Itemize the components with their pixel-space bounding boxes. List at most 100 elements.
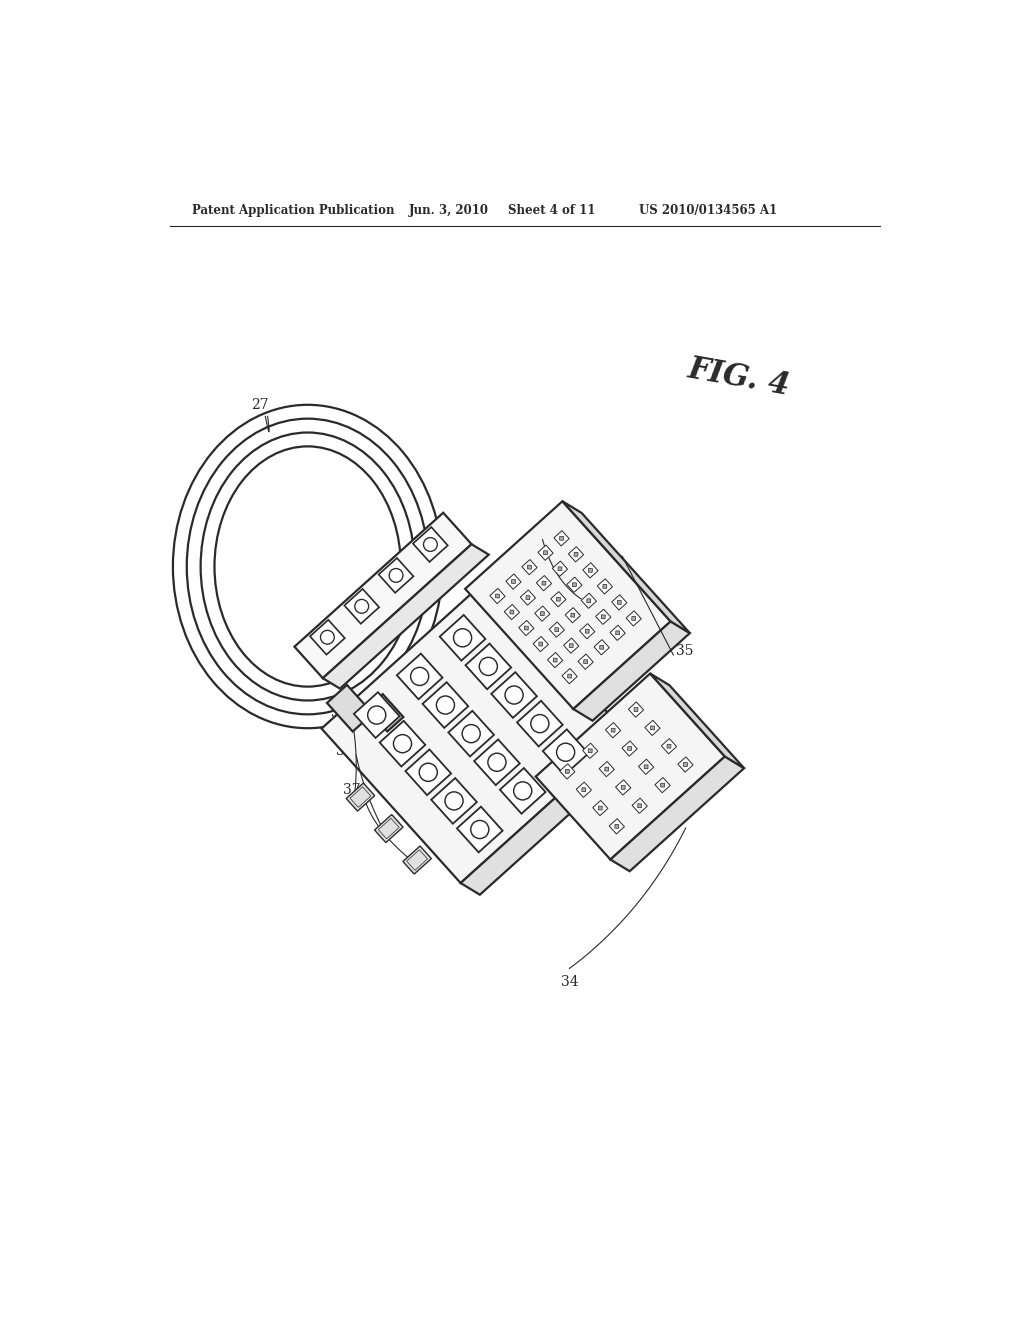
Polygon shape <box>597 578 612 594</box>
Polygon shape <box>542 581 546 585</box>
Polygon shape <box>379 558 414 593</box>
Polygon shape <box>397 653 442 700</box>
Polygon shape <box>465 502 671 709</box>
Polygon shape <box>406 750 452 795</box>
Polygon shape <box>380 721 425 767</box>
Polygon shape <box>617 601 622 605</box>
Polygon shape <box>500 768 546 813</box>
Polygon shape <box>569 644 573 648</box>
Polygon shape <box>346 783 375 810</box>
Polygon shape <box>667 744 671 748</box>
Polygon shape <box>544 550 548 554</box>
Polygon shape <box>539 642 543 645</box>
Polygon shape <box>558 566 562 570</box>
Polygon shape <box>570 614 574 618</box>
Polygon shape <box>600 645 604 649</box>
Polygon shape <box>587 599 591 603</box>
Polygon shape <box>632 616 636 620</box>
Polygon shape <box>615 780 631 795</box>
Polygon shape <box>402 846 431 874</box>
Polygon shape <box>578 655 593 669</box>
Polygon shape <box>572 582 577 587</box>
Polygon shape <box>519 620 534 636</box>
Text: 32: 32 <box>584 582 601 597</box>
Polygon shape <box>678 756 693 772</box>
Polygon shape <box>639 759 653 775</box>
Polygon shape <box>457 807 503 853</box>
Polygon shape <box>584 660 588 664</box>
Text: 27: 27 <box>251 397 268 412</box>
Text: 37: 37 <box>343 783 360 797</box>
Polygon shape <box>626 611 641 626</box>
Polygon shape <box>609 818 625 834</box>
Polygon shape <box>555 627 559 632</box>
Polygon shape <box>598 807 602 810</box>
Polygon shape <box>634 708 638 711</box>
Polygon shape <box>565 607 581 623</box>
Polygon shape <box>510 610 514 614</box>
Polygon shape <box>560 764 574 779</box>
Text: Jun. 3, 2010: Jun. 3, 2010 <box>410 205 489 218</box>
Polygon shape <box>527 565 531 569</box>
Polygon shape <box>583 743 598 759</box>
Polygon shape <box>638 804 642 808</box>
Polygon shape <box>562 502 690 634</box>
Polygon shape <box>354 692 399 738</box>
Polygon shape <box>586 630 589 634</box>
Polygon shape <box>449 710 494 756</box>
Polygon shape <box>566 577 582 593</box>
Polygon shape <box>537 576 552 591</box>
Polygon shape <box>568 546 584 562</box>
Polygon shape <box>512 579 515 583</box>
Polygon shape <box>375 814 403 842</box>
Polygon shape <box>553 659 557 663</box>
Polygon shape <box>622 741 637 756</box>
Polygon shape <box>605 722 621 738</box>
Polygon shape <box>605 767 608 771</box>
Polygon shape <box>548 652 563 668</box>
Polygon shape <box>431 777 477 824</box>
Polygon shape <box>323 544 488 689</box>
Polygon shape <box>628 747 632 751</box>
Polygon shape <box>599 762 614 776</box>
Polygon shape <box>439 615 485 660</box>
Polygon shape <box>541 611 545 615</box>
Polygon shape <box>614 824 618 829</box>
Polygon shape <box>589 569 593 573</box>
Polygon shape <box>556 597 560 601</box>
Polygon shape <box>644 764 648 768</box>
Polygon shape <box>611 595 627 610</box>
Polygon shape <box>582 593 596 609</box>
Polygon shape <box>611 729 615 733</box>
Polygon shape <box>662 739 677 754</box>
Polygon shape <box>603 585 607 589</box>
Polygon shape <box>506 574 521 589</box>
Text: Patent Application Publication: Patent Application Publication <box>193 205 394 218</box>
Polygon shape <box>567 675 571 678</box>
Polygon shape <box>588 748 592 752</box>
Polygon shape <box>538 545 553 560</box>
Polygon shape <box>549 622 564 638</box>
Polygon shape <box>310 620 345 655</box>
Polygon shape <box>522 560 538 574</box>
Polygon shape <box>596 610 611 624</box>
Polygon shape <box>559 536 563 540</box>
Polygon shape <box>552 561 567 577</box>
Polygon shape <box>583 562 598 578</box>
Text: FIG. 4: FIG. 4 <box>685 354 793 403</box>
Polygon shape <box>466 644 511 689</box>
Polygon shape <box>683 763 687 767</box>
Polygon shape <box>461 734 646 895</box>
Text: 39: 39 <box>336 744 353 758</box>
Polygon shape <box>496 594 500 598</box>
Text: Sheet 4 of 11: Sheet 4 of 11 <box>508 205 595 218</box>
Polygon shape <box>610 756 744 871</box>
Polygon shape <box>593 800 608 816</box>
Polygon shape <box>536 673 725 859</box>
Polygon shape <box>504 605 519 619</box>
Polygon shape <box>574 552 578 556</box>
Polygon shape <box>535 606 550 622</box>
Polygon shape <box>563 638 579 653</box>
Polygon shape <box>645 721 660 735</box>
Polygon shape <box>629 702 644 717</box>
